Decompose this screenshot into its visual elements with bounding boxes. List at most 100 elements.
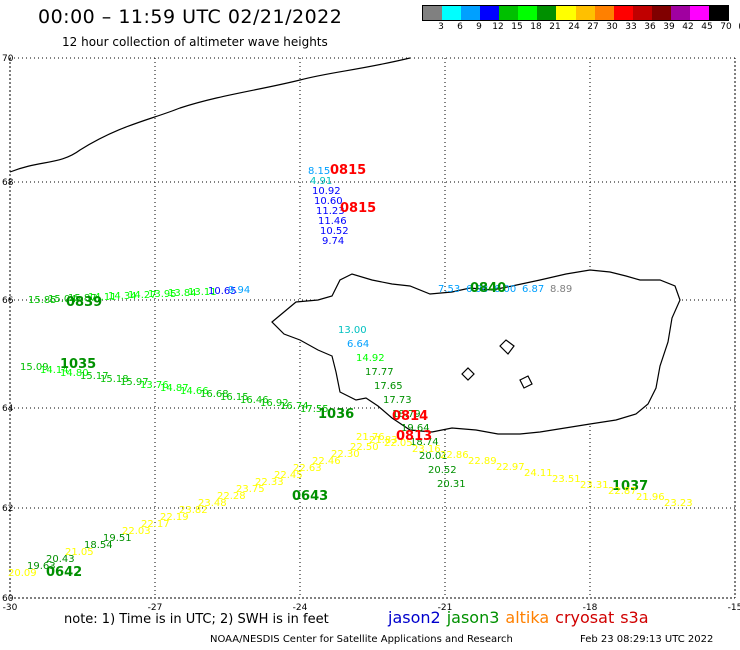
- wave-height-label: 19.64: [401, 423, 430, 434]
- wave-height-label: 22.33: [255, 477, 284, 488]
- lake-2: [519, 375, 533, 389]
- wave-height-label: 4.91: [310, 176, 332, 187]
- wave-height-label: 22.03: [122, 526, 151, 537]
- colorbar-swatch-7: [556, 6, 576, 20]
- wave-height-label: 10.60: [314, 196, 343, 207]
- colorbar-swatch-14: [689, 6, 709, 20]
- colorbar-label: 9: [476, 22, 482, 32]
- satellite-s3a: s3a: [620, 608, 649, 627]
- wave-height-label: 23.48: [198, 498, 227, 509]
- colorbar-label: 15: [511, 22, 523, 32]
- colorbar-swatch-11: [632, 6, 652, 20]
- lon-tick-label: -24: [293, 603, 308, 613]
- wave-height-label: 22.28: [217, 491, 246, 502]
- lat-tick-label: 68: [2, 178, 14, 188]
- wave-height-label: 22.46: [312, 456, 341, 467]
- wave-height-label: 14.14: [40, 365, 69, 376]
- iceland-landmass: [271, 269, 681, 435]
- wave-height-label: 14.87: [160, 383, 189, 394]
- pass-time-label: 0642: [46, 565, 82, 580]
- timestamp-text: Feb 23 08:29:13 UTC 2022: [580, 634, 714, 645]
- wave-height-label: 13.84: [168, 288, 197, 299]
- wave-height-label: 23.16: [412, 444, 441, 455]
- wave-height-label: 10.52: [320, 226, 349, 237]
- wave-height-label: 11.23: [316, 206, 345, 217]
- wave-height-label: 21.83: [369, 435, 398, 446]
- wave-height-label: 22.45: [274, 470, 303, 481]
- wave-height-label: 14.11: [88, 292, 117, 303]
- colorbar-label: 39: [663, 22, 675, 32]
- lat-tick-label: 60: [2, 594, 14, 604]
- pass-time-label: 0643: [292, 489, 328, 504]
- pass-time-label: 1037: [612, 479, 648, 494]
- colorbar-label: 21: [549, 22, 561, 32]
- satellite-legend: jason2 jason3 altika cryosat s3a: [388, 608, 655, 627]
- wave-height-label: 22.19: [160, 512, 189, 523]
- wave-height-label: 15.04: [48, 294, 77, 305]
- wave-height-label: 13.95: [148, 289, 177, 300]
- wave-height-label: 23.31: [580, 480, 609, 491]
- wave-height-label: 14.92: [356, 353, 385, 364]
- wave-height-label: 17.55: [300, 404, 329, 415]
- wave-height-label: 16.74: [280, 401, 309, 412]
- pass-time-label: 1036: [318, 407, 354, 422]
- satellite-jason3: jason3: [446, 608, 500, 627]
- note-text: note: 1) Time is in UTC; 2) SWH is in fe…: [64, 612, 329, 627]
- pass-time-label: 0815: [340, 201, 376, 216]
- colorbar-swatch-13: [670, 6, 690, 20]
- colorbar-swatch-5: [518, 6, 538, 20]
- colorbar-label: 27: [587, 22, 599, 32]
- wave-height-label: 23.23: [664, 498, 693, 509]
- wave-height-label: 22.30: [331, 449, 360, 460]
- wave-height-label: 9.74: [322, 236, 344, 247]
- wave-height-label: 21.76: [356, 432, 385, 443]
- wave-height-label: 13.11: [188, 287, 217, 298]
- wave-height-label: 20.52: [428, 465, 457, 476]
- colorbar-swatch-15: [708, 6, 728, 20]
- colorbar-label: 33: [625, 22, 637, 32]
- wave-height-label: 16.46: [240, 395, 269, 406]
- wave-height-label: 21.96: [636, 492, 665, 503]
- colorbar-label: 24: [568, 22, 580, 32]
- lat-tick-label: 64: [2, 404, 14, 414]
- wave-height-label: 21.05: [65, 547, 94, 558]
- wave-height-label: 15.18: [100, 374, 129, 385]
- pass-time-label: 0839: [66, 295, 102, 310]
- colorbar-label: 3: [438, 22, 444, 32]
- colorbar-swatch-2: [461, 6, 481, 20]
- iceland-coastline: [9, 57, 681, 435]
- wave-height-label: 6.00: [494, 284, 516, 295]
- colorbar-swatch-8: [575, 6, 595, 20]
- wave-height-label: 22.87: [608, 486, 637, 497]
- wave-height-colorbar: [422, 5, 729, 21]
- colorbar-label: 6: [457, 22, 463, 32]
- chart-subtitle: 12 hour collection of altimeter wave hei…: [62, 35, 328, 49]
- wave-height-label: 16.92: [260, 398, 289, 409]
- colorbar-label: 12: [492, 22, 504, 32]
- colorbar-swatch-3: [480, 6, 500, 20]
- credit-text: NOAA/NESDIS Center for Satellite Applica…: [210, 634, 513, 645]
- wave-height-label: 13.00: [338, 325, 367, 336]
- wave-height-label: 20.31: [437, 479, 466, 490]
- colorbar-swatch-9: [594, 6, 614, 20]
- lat-tick-label: 66: [2, 296, 14, 306]
- wave-height-label: 19.51: [103, 533, 132, 544]
- wave-height-label: 18.79: [392, 409, 421, 420]
- wave-height-label: 16.15: [220, 392, 249, 403]
- wave-height-label: 8.15: [308, 166, 330, 177]
- wave-height-label: 14.80: [60, 368, 89, 379]
- wave-height-label: 22.50: [350, 442, 379, 453]
- wave-height-label: 15.85: [28, 295, 57, 306]
- map-frame: [9, 57, 736, 599]
- greenland-coast: [9, 57, 411, 173]
- wave-height-label: 10.65: [208, 286, 237, 297]
- wave-height-label: 11.46: [318, 216, 347, 227]
- wave-height-label: 15.17: [80, 371, 109, 382]
- lon-tick-label: -21: [438, 603, 453, 613]
- lon-tick-label: -15: [728, 603, 740, 613]
- wave-height-label: 23.51: [552, 474, 581, 485]
- pass-time-label: 0840: [470, 281, 506, 296]
- lat-tick-label: 70: [2, 54, 14, 64]
